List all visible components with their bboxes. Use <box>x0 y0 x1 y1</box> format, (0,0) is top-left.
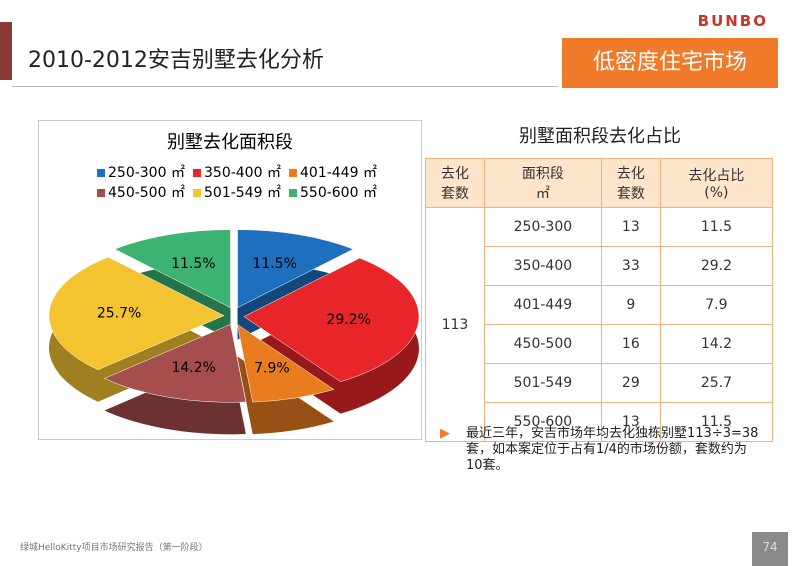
legend-label: 550-600 ㎡ <box>300 185 377 201</box>
slice <box>237 229 354 309</box>
header-cell: 去化 套数 <box>425 158 485 208</box>
row: 113 250-300 13 11.5 <box>425 207 774 442</box>
slice <box>48 256 225 371</box>
legend-label: 250-300 ㎡ <box>108 165 185 181</box>
total-cell: 113 <box>425 207 485 442</box>
logo: BUNBO <box>697 12 768 30</box>
row: 501-549 29 25.7 <box>426 363 774 403</box>
cell: 16 <box>600 324 661 364</box>
cell: 9 <box>600 285 661 325</box>
header-cell: 去化 套数 <box>600 158 661 208</box>
cell: 550-600 <box>483 402 602 442</box>
data-label: 11.5% <box>171 256 215 272</box>
legend-swatch <box>97 169 105 177</box>
row: 350-400 33 29.2 <box>426 246 774 286</box>
cell: 29.2 <box>659 246 774 286</box>
cell: 29 <box>600 363 661 403</box>
legend-swatch <box>97 189 105 197</box>
cell: 33 <box>600 246 661 286</box>
cell: 13 <box>600 207 661 247</box>
legend-swatch <box>193 169 201 177</box>
legend-swatch <box>289 169 297 177</box>
legend-label: 401-449 ㎡ <box>300 165 377 181</box>
data-label: 29.2% <box>326 312 370 328</box>
slide-title: 2010-2012安吉别墅去化分析 <box>28 48 324 73</box>
cell: 450-500 <box>483 324 602 364</box>
cell: 11.5 <box>659 402 774 442</box>
legend-label: 450-500 ㎡ <box>108 185 185 201</box>
slice <box>236 323 335 403</box>
row: 550-600 13 11.5 <box>426 402 774 442</box>
note-text: 最近三年，安吉市场年均去化独栋别墅113÷3=38套，如本案定位于占有1/4的市… <box>466 426 759 473</box>
accent-bar <box>0 22 12 80</box>
cell: 350-400 <box>483 246 602 286</box>
legend-label: 350-400 ㎡ <box>204 165 281 181</box>
header-cell: 面积段 ㎡ <box>483 158 602 208</box>
data-label: 7.9% <box>254 361 290 377</box>
legend-label: 501-549 ㎡ <box>204 185 281 201</box>
cell: 13 <box>600 402 661 442</box>
cell: 14.2 <box>659 324 774 364</box>
row: 401-449 9 7.9 <box>426 285 774 325</box>
cell: 11.5 <box>659 207 774 247</box>
table-title: 别墅面积段去化占比 <box>519 126 681 147</box>
slice <box>114 229 231 309</box>
slice <box>243 257 420 382</box>
cell: 250-300 <box>483 207 602 247</box>
cell: 401-449 <box>483 285 602 325</box>
legend-swatch <box>193 189 201 197</box>
divider <box>12 86 558 87</box>
slice <box>103 323 247 403</box>
note: ▶ 最近三年，安吉市场年均去化独栋别墅113÷3=38套，如本案定位于占有1/4的… <box>440 426 759 473</box>
data-label: 11.5% <box>252 256 296 272</box>
data-label: 25.7% <box>97 306 141 322</box>
legend-swatch <box>289 189 297 197</box>
footer: 绿城HelloKitty项目市场研究报告（第一阶段） <box>20 543 208 553</box>
page-number: 74 <box>752 532 788 566</box>
data-label: 14.2% <box>171 360 215 376</box>
cell: 501-549 <box>483 363 602 403</box>
header-cell: 去化占比 (%) <box>659 158 774 208</box>
chart-frame: 别墅去化面积段 250-300 ㎡ 350-400 ㎡ 401-449 ㎡ 450-5… <box>38 120 422 440</box>
cell: 7.9 <box>659 285 774 325</box>
section-tag: 低密度住宅市场 <box>562 38 778 88</box>
cell: 25.7 <box>659 363 774 403</box>
chart: 别墅去化面积段 250-300 ㎡ 350-400 ㎡ 401-449 ㎡ 450-5… <box>48 132 420 435</box>
chart-title: 别墅去化面积段 <box>167 132 293 153</box>
